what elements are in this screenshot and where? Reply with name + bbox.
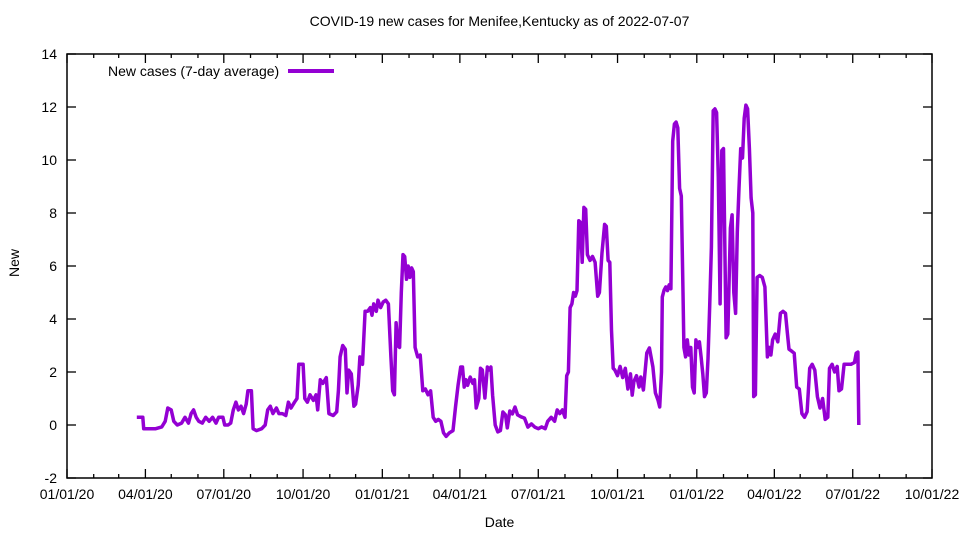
y-tick-label: 10 (41, 152, 57, 168)
x-tick-label: 07/01/21 (511, 486, 566, 502)
legend-line-sample (288, 69, 335, 73)
x-tick-label: 07/01/20 (197, 486, 252, 502)
x-tick-label: 10/01/22 (905, 486, 960, 502)
x-tick-label: 01/01/20 (40, 486, 95, 502)
new-cases-line (136, 103, 861, 439)
x-tick-label: 04/01/20 (118, 486, 173, 502)
y-tick-label: 4 (49, 311, 57, 327)
x-tick-label: 10/01/21 (590, 486, 645, 502)
y-tick-label: 2 (49, 364, 57, 380)
legend: New cases (7-day average) (108, 63, 335, 79)
y-tick-label: 14 (41, 46, 57, 62)
y-tick-label: 6 (49, 258, 57, 274)
x-tick-label: 07/01/22 (825, 486, 880, 502)
legend-label: New cases (7-day average) (108, 63, 280, 79)
y-tick-label: 8 (49, 205, 57, 221)
y-tick-label: 12 (41, 99, 57, 115)
x-tick-label: 01/01/22 (670, 486, 725, 502)
x-axis-title: Date (484, 514, 515, 530)
y-tick-label: -2 (45, 470, 58, 486)
x-tick-label: 04/01/22 (747, 486, 802, 502)
x-tick-label: 04/01/21 (433, 486, 488, 502)
x-tick-label: 10/01/20 (276, 486, 331, 502)
chart-title: COVID-19 new cases for Menifee,Kentucky … (309, 13, 690, 29)
x-tick-label: 01/01/21 (355, 486, 410, 502)
y-tick-label: 0 (49, 417, 57, 433)
